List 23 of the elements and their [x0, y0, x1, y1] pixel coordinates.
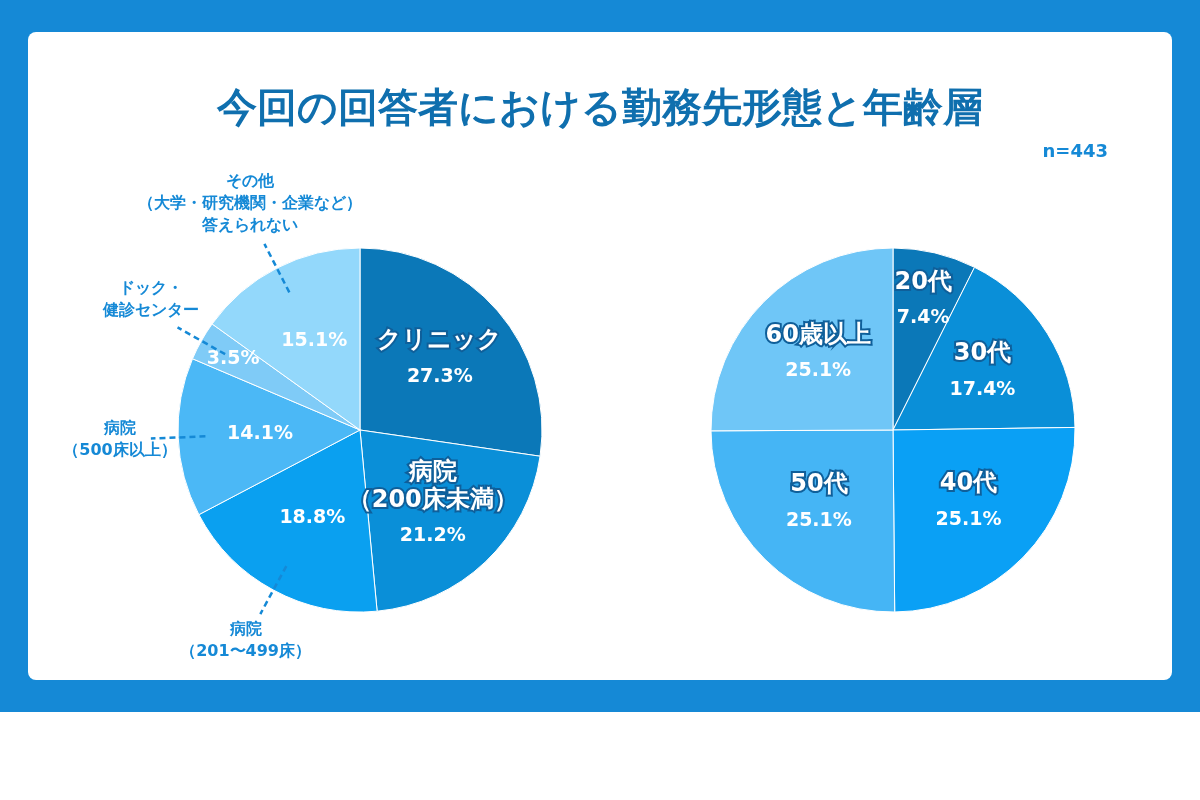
slice-label: 病院（500床以上）: [63, 417, 177, 459]
slice-label: その他（大学・研究機関・企業など）答えられない: [138, 171, 363, 235]
data-label: 3.5%: [206, 345, 260, 368]
slice-label: 50代: [790, 469, 848, 498]
slice-label: 40代: [939, 467, 998, 496]
data-label: 25.1%: [785, 508, 852, 531]
slice-label: ドック・健診センター: [101, 278, 199, 320]
data-label: 27.3%: [406, 363, 473, 386]
data-label: 17.4%: [949, 376, 1016, 399]
chart-title: 今回の回答者における勤務先形態と年齢層: [216, 83, 984, 132]
slice-label: 60歳以上: [765, 319, 871, 348]
data-label: 25.1%: [785, 358, 852, 381]
data-label: 7.4%: [896, 305, 950, 328]
slice-label: 30代: [953, 338, 1012, 367]
data-label: 14.1%: [227, 421, 293, 444]
data-label: 15.1%: [281, 327, 348, 350]
slice-label: 20代: [894, 266, 952, 295]
slice-label: クリニック: [377, 325, 503, 354]
data-label: 18.8%: [279, 504, 346, 527]
data-label: 25.1%: [935, 506, 1002, 529]
text: n=443: [1042, 140, 1108, 161]
data-label: 21.2%: [399, 523, 466, 546]
slice-label: 病院（201〜499床）: [180, 619, 311, 661]
